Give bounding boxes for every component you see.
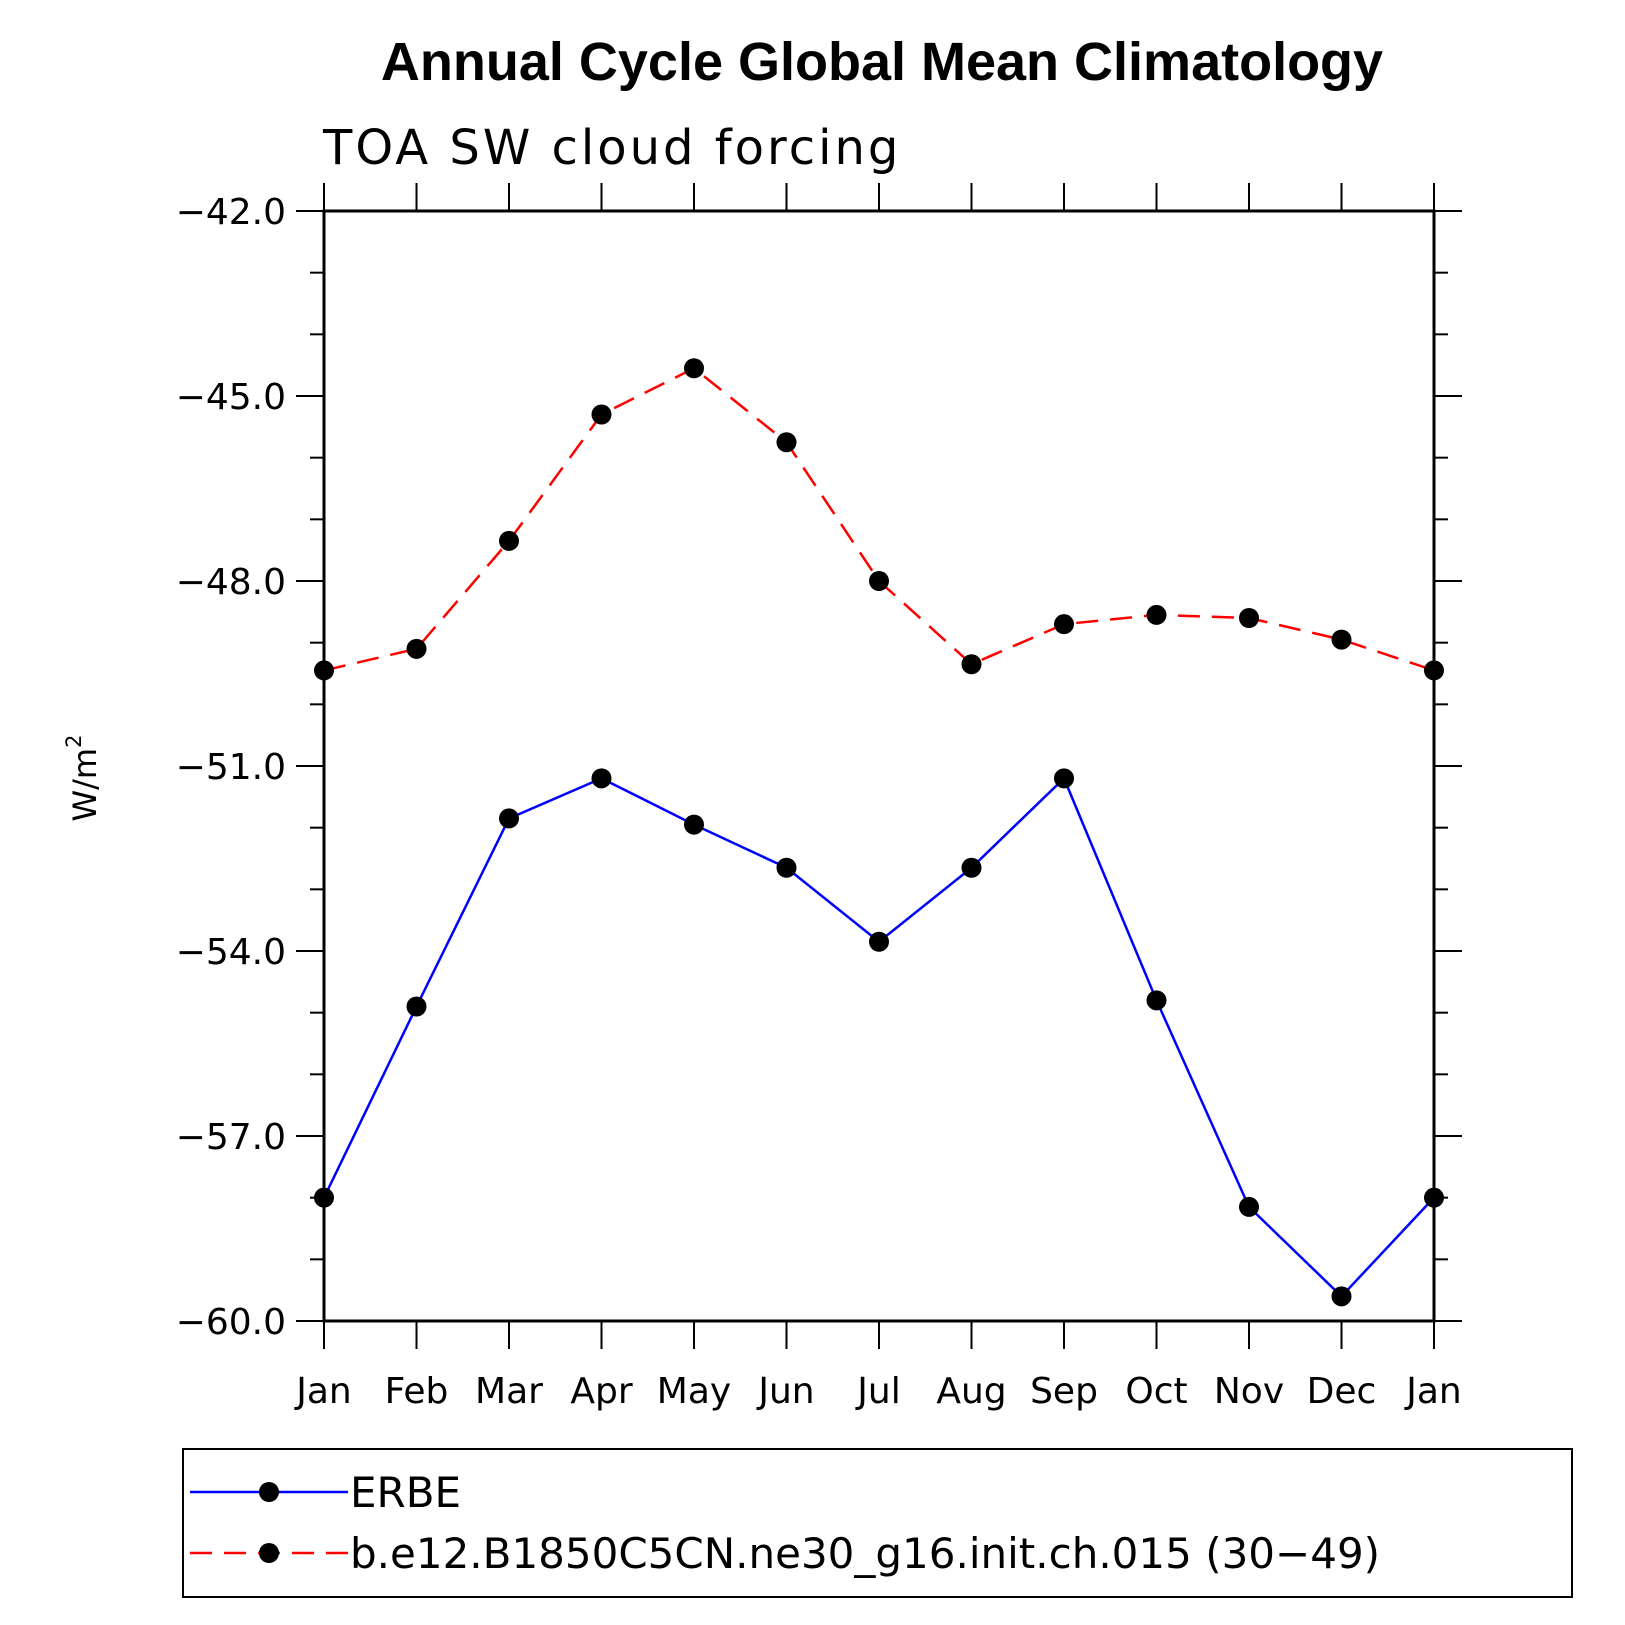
data-point (776, 432, 797, 453)
x-tick-label: Mar (475, 1371, 543, 1412)
x-tick-label: Sep (1030, 1371, 1098, 1412)
data-point (776, 857, 797, 878)
data-point (499, 808, 519, 829)
data-point (961, 857, 982, 878)
data-point (869, 571, 889, 591)
plot-frame (322, 209, 1436, 1323)
axis-ticks (296, 183, 1462, 1349)
data-point (591, 768, 612, 789)
data-point (869, 931, 889, 952)
data-point (1146, 604, 1167, 625)
y-tick-label: −60.0 (176, 1302, 286, 1343)
chart-subtitle: TOA SW cloud forcing (322, 120, 901, 176)
y-tick-labels: −60.0 −57.0 −54.0 −51.0 −48.0 −45.0 −42.0 (176, 192, 286, 1343)
y-axis-label-superscript: 2 (62, 735, 86, 748)
x-tick-label: Jun (756, 1371, 814, 1412)
legend-marker (259, 1543, 279, 1563)
y-tick-label: −45.0 (176, 377, 286, 418)
y-tick-label: −51.0 (176, 747, 286, 788)
series-line (322, 776, 1435, 1299)
series-line (323, 366, 1435, 672)
x-tick-labels: Jan Feb Mar Apr May Jun Jul Aug Sep Oct Nov Dec Jan (294, 1371, 1462, 1412)
series-layer (314, 358, 1444, 1307)
data-point (961, 654, 982, 675)
data-point (1331, 1286, 1352, 1307)
data-point (499, 530, 519, 551)
y-axis-label: W/m2 (62, 735, 104, 822)
y-tick-label: −54.0 (176, 932, 286, 973)
data-point (684, 358, 704, 379)
legend: ERBE b.e12.B1850C5CN.ne30_g16.init.ch.015… (182, 1448, 1573, 1598)
data-point (1239, 608, 1259, 628)
legend-label: b.e12.B1850C5CN.ne30_g16.init.ch.015 (30… (350, 1529, 1380, 1578)
x-tick-label: Jan (294, 1371, 352, 1412)
x-tick-label: Jul (855, 1371, 900, 1412)
y-tick-label: −48.0 (176, 562, 286, 603)
legend-box (182, 1448, 1573, 1598)
data-point (406, 638, 427, 659)
y-axis-label-base: W/m (66, 748, 104, 822)
x-tick-label: Feb (385, 1371, 449, 1412)
y-tick-label: −57.0 (176, 1117, 286, 1158)
legend-label: ERBE (350, 1468, 461, 1517)
legend-marker (259, 1482, 279, 1502)
chart-title: Annual Cycle Global Mean Climatology (381, 32, 1383, 92)
x-tick-label: Oct (1125, 1371, 1187, 1412)
data-point (1054, 614, 1074, 635)
data-point (1146, 990, 1167, 1011)
data-point (1054, 768, 1074, 789)
x-tick-label: Apr (570, 1371, 632, 1412)
series-1 (314, 768, 1444, 1307)
series-2 (314, 358, 1444, 681)
x-tick-label: Dec (1307, 1371, 1377, 1412)
x-tick-label: Jan (1404, 1371, 1462, 1412)
y-tick-label: −42.0 (176, 192, 286, 233)
x-tick-label: Aug (936, 1371, 1006, 1412)
data-point (406, 996, 427, 1017)
data-point (1239, 1196, 1259, 1217)
data-point (591, 404, 612, 425)
data-point (684, 814, 704, 835)
x-tick-label: May (657, 1371, 731, 1412)
x-tick-label: Nov (1214, 1371, 1284, 1412)
data-point (1331, 629, 1352, 650)
